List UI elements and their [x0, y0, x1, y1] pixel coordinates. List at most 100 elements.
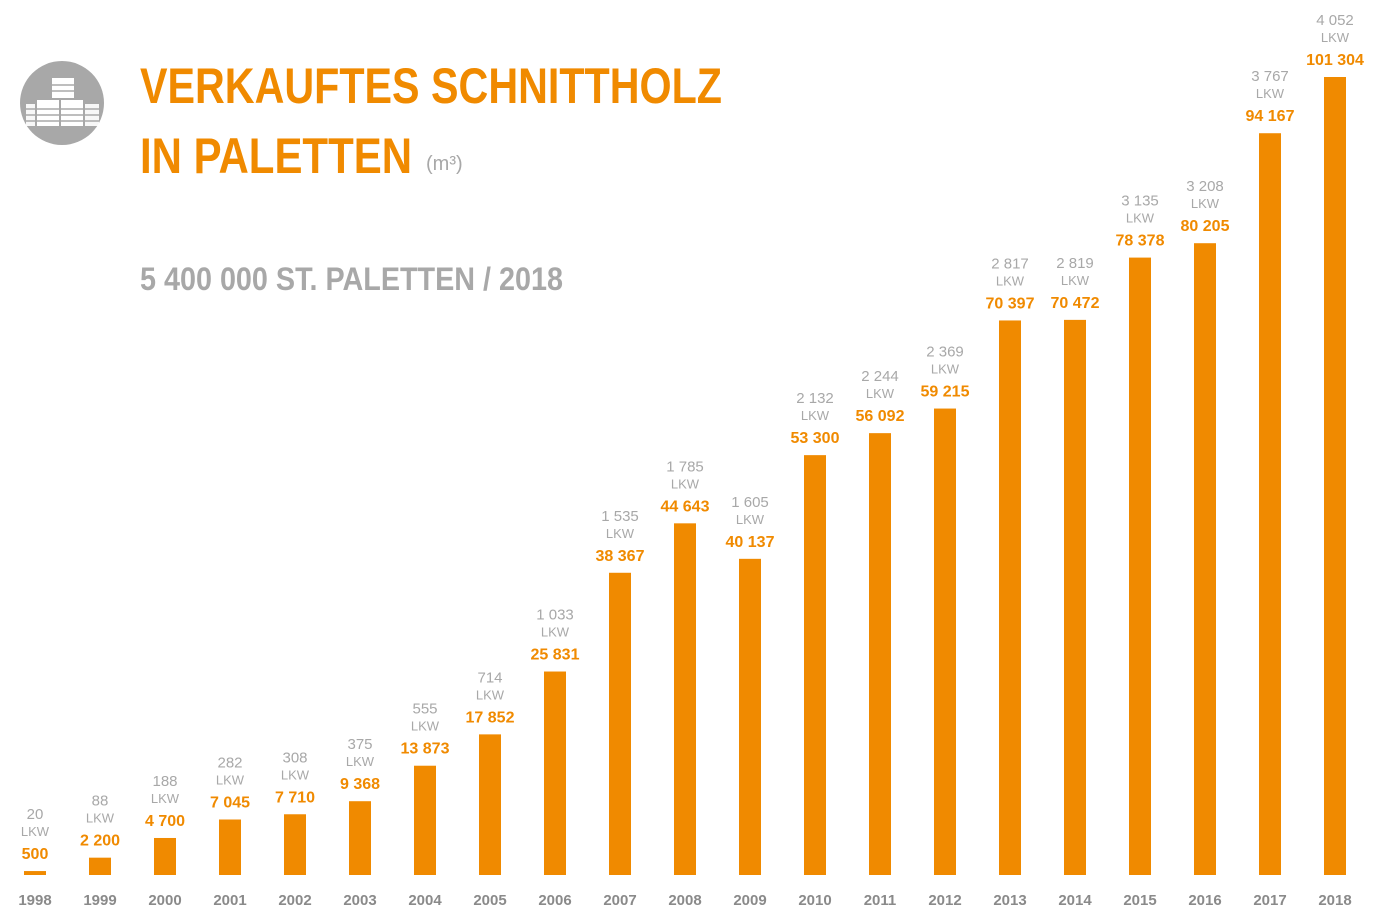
bar: [544, 671, 566, 875]
x-tick-label: 2003: [343, 892, 376, 909]
lkw-label: 2 819: [1056, 255, 1094, 272]
bar: [674, 523, 696, 875]
value-label: 70 472: [1051, 295, 1100, 312]
chart-title: VERKAUFTES SCHNITTHOLZ: [140, 58, 722, 114]
lkw-unit: LKW: [86, 811, 115, 826]
lkw-label: 1 605: [731, 494, 769, 511]
lkw-label: 555: [412, 701, 437, 718]
value-label: 17 852: [466, 709, 515, 726]
x-tick-label: 2016: [1188, 892, 1221, 909]
lkw-unit: LKW: [281, 767, 310, 782]
lkw-unit: LKW: [346, 754, 375, 769]
value-label: 70 397: [986, 295, 1035, 312]
value-label: 101 304: [1306, 52, 1364, 69]
lkw-unit: LKW: [1126, 211, 1155, 226]
x-tick-label: 2007: [603, 892, 636, 909]
x-tick-label: 2006: [538, 892, 571, 909]
lkw-unit: LKW: [996, 273, 1025, 288]
x-tick-label: 1998: [18, 892, 51, 909]
lkw-unit: LKW: [671, 476, 700, 491]
lkw-unit: LKW: [801, 408, 830, 423]
bar: [804, 455, 826, 875]
x-tick-label: 2000: [148, 892, 181, 909]
lkw-unit: LKW: [151, 791, 180, 806]
lkw-label: 88: [92, 793, 109, 810]
lkw-label: 375: [347, 736, 372, 753]
bar: [89, 857, 111, 875]
x-tick-label: 2001: [213, 892, 246, 909]
lkw-unit: LKW: [931, 362, 960, 377]
lkw-unit: LKW: [1256, 86, 1285, 101]
pallet-icon: [20, 61, 104, 145]
lkw-label: 2 369: [926, 344, 964, 361]
x-tick-label: 2011: [864, 892, 897, 909]
chart-subtitle: 5 400 000 ST. PALETTEN / 2018: [140, 261, 563, 297]
lkw-label: 1 535: [601, 508, 639, 525]
lkw-unit: LKW: [736, 512, 765, 527]
value-label: 7 710: [275, 789, 315, 806]
value-label: 7 045: [210, 795, 250, 812]
lkw-label: 1 785: [666, 458, 704, 475]
unit-label: (m³): [426, 153, 463, 175]
lkw-unit: LKW: [1321, 30, 1350, 45]
bar: [1324, 77, 1346, 875]
value-label: 59 215: [921, 384, 970, 401]
bar: [739, 558, 761, 875]
x-tick-label: 2005: [473, 892, 506, 909]
bar: [1129, 257, 1151, 876]
value-label: 53 300: [791, 430, 840, 447]
bar: [414, 765, 436, 875]
x-tick-label: 2014: [1058, 892, 1092, 909]
lkw-unit: LKW: [606, 526, 635, 541]
lkw-unit: LKW: [1061, 273, 1090, 288]
lkw-label: 714: [477, 669, 502, 686]
lkw-label: 188: [152, 773, 177, 790]
bar: [219, 819, 241, 875]
bar: [869, 433, 891, 875]
lkw-label: 4 052: [1316, 12, 1354, 29]
bar: [154, 837, 176, 875]
bar: [609, 572, 631, 875]
bar: [1064, 319, 1086, 875]
x-tick-label: 2002: [278, 892, 311, 909]
value-label: 80 205: [1181, 218, 1230, 235]
x-tick-label: 2004: [408, 892, 442, 909]
lkw-unit: LKW: [411, 719, 440, 734]
value-label: 56 092: [856, 408, 905, 425]
lkw-label: 2 132: [796, 390, 834, 407]
x-tick-label: 2008: [668, 892, 701, 909]
value-label: 2 200: [80, 833, 120, 850]
bar: [1259, 133, 1281, 875]
bar: [479, 734, 501, 875]
bar: [349, 801, 371, 875]
bar: [284, 814, 306, 875]
bar: [999, 320, 1021, 875]
x-tick-label: 2009: [733, 892, 766, 909]
chart-title: IN PALETTEN: [140, 128, 412, 184]
bar: [1194, 243, 1216, 875]
x-tick-label: 1999: [83, 892, 116, 909]
lkw-label: 20: [27, 806, 44, 823]
lkw-unit: LKW: [21, 824, 50, 839]
value-label: 38 367: [596, 548, 645, 565]
x-tick-label: 2018: [1318, 892, 1351, 909]
bar: [934, 408, 956, 875]
value-label: 9 368: [340, 776, 380, 793]
value-label: 4 700: [145, 813, 185, 830]
lkw-unit: LKW: [541, 625, 570, 640]
value-label: 94 167: [1246, 108, 1295, 125]
x-tick-label: 2012: [928, 892, 961, 909]
x-tick-label: 2010: [798, 892, 831, 909]
lkw-label: 3 208: [1186, 178, 1224, 195]
lkw-label: 282: [217, 755, 242, 772]
x-tick-label: 2015: [1123, 892, 1156, 909]
value-label: 44 643: [661, 498, 710, 515]
lkw-unit: LKW: [866, 386, 895, 401]
value-label: 40 137: [726, 534, 775, 551]
lkw-label: 2 244: [861, 368, 899, 385]
lkw-unit: LKW: [216, 773, 245, 788]
lkw-label: 2 817: [991, 255, 1029, 272]
bar: [24, 871, 46, 875]
lkw-unit: LKW: [476, 687, 505, 702]
